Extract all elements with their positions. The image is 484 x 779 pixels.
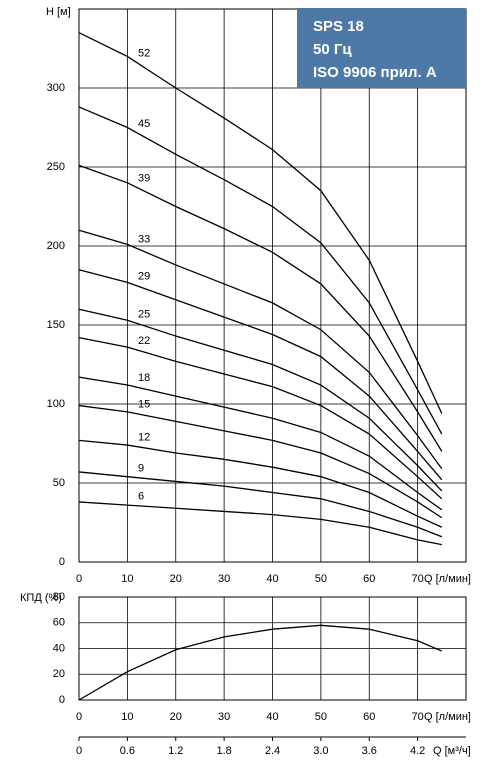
y-tick-label: 0 bbox=[59, 556, 65, 568]
curve bbox=[78, 337, 443, 500]
curve-label: 6 bbox=[138, 491, 144, 503]
x2-tick-label: 1.8 bbox=[216, 745, 231, 757]
curve bbox=[78, 376, 443, 511]
x-axis-label: Q [л/мин] bbox=[424, 711, 471, 723]
curve bbox=[78, 471, 443, 538]
x-tick-label: 70 bbox=[412, 573, 424, 585]
x-tick-label: 50 bbox=[315, 573, 327, 585]
curve-label: 52 bbox=[138, 48, 150, 60]
y-tick-label: 300 bbox=[47, 82, 65, 94]
y-tick-label: 200 bbox=[47, 240, 65, 252]
x-tick-label: 70 bbox=[412, 711, 424, 723]
y-tick-label: 20 bbox=[53, 668, 65, 680]
y-tick-label: 250 bbox=[47, 161, 65, 173]
curve-label: 15 bbox=[138, 399, 150, 411]
curve bbox=[78, 269, 443, 481]
x2-tick-label: 2.4 bbox=[265, 745, 280, 757]
curve-label: 45 bbox=[138, 118, 150, 130]
curve-label: 22 bbox=[138, 335, 150, 347]
curve bbox=[78, 106, 443, 435]
x2-axis-label: Q [м³/ч] bbox=[433, 745, 471, 757]
x-tick-label: 10 bbox=[121, 573, 133, 585]
x-tick-label: 0 bbox=[76, 573, 82, 585]
curve-label: 29 bbox=[138, 271, 150, 283]
y-axis-label: H [м] bbox=[46, 6, 71, 18]
x2-tick-label: 1.2 bbox=[168, 745, 183, 757]
y-tick-label: 60 bbox=[53, 617, 65, 629]
info-text: 50 Гц bbox=[313, 41, 352, 58]
curve bbox=[78, 624, 443, 701]
x-tick-label: 0 bbox=[76, 711, 82, 723]
y-tick-label: 0 bbox=[59, 694, 65, 706]
x-tick-label: 60 bbox=[363, 573, 375, 585]
curve-label: 18 bbox=[138, 372, 150, 384]
y-tick-label: 100 bbox=[47, 398, 65, 410]
x-tick-label: 10 bbox=[121, 711, 133, 723]
x-tick-label: 50 bbox=[315, 711, 327, 723]
x-tick-label: 30 bbox=[218, 711, 230, 723]
curve bbox=[78, 404, 443, 519]
x-tick-label: 40 bbox=[266, 573, 278, 585]
curve-label: 33 bbox=[138, 233, 150, 245]
info-text: SPS 18 bbox=[313, 18, 364, 35]
y-tick-label: 50 bbox=[53, 477, 65, 489]
y-axis-label: КПД (%) bbox=[20, 592, 62, 604]
x2-tick-label: 0 bbox=[76, 745, 82, 757]
x-tick-label: 30 bbox=[218, 573, 230, 585]
y-tick-label: 80 bbox=[53, 591, 65, 603]
curve bbox=[78, 229, 443, 470]
x2-tick-label: 0.6 bbox=[120, 745, 135, 757]
curve-label: 9 bbox=[138, 463, 144, 475]
x-axis-label: Q [л/мин] bbox=[424, 573, 471, 585]
info-text: ISO 9906 прил. A bbox=[313, 64, 437, 81]
x2-tick-label: 3.0 bbox=[313, 745, 328, 757]
x-tick-label: 20 bbox=[170, 573, 182, 585]
x-tick-label: 60 bbox=[363, 711, 375, 723]
y-tick-label: 150 bbox=[47, 319, 65, 331]
curve bbox=[78, 308, 443, 492]
x-tick-label: 40 bbox=[266, 711, 278, 723]
x2-tick-label: 3.6 bbox=[362, 745, 377, 757]
info-box bbox=[297, 8, 466, 88]
curve bbox=[78, 164, 443, 452]
curve-label: 12 bbox=[138, 432, 150, 444]
y-tick-label: 40 bbox=[53, 642, 65, 654]
x2-tick-label: 4.2 bbox=[410, 745, 425, 757]
curve bbox=[78, 32, 443, 414]
x-tick-label: 20 bbox=[170, 711, 182, 723]
curve-label: 25 bbox=[138, 308, 150, 320]
curve bbox=[78, 439, 443, 528]
curve bbox=[78, 501, 442, 546]
curve-label: 39 bbox=[138, 172, 150, 184]
